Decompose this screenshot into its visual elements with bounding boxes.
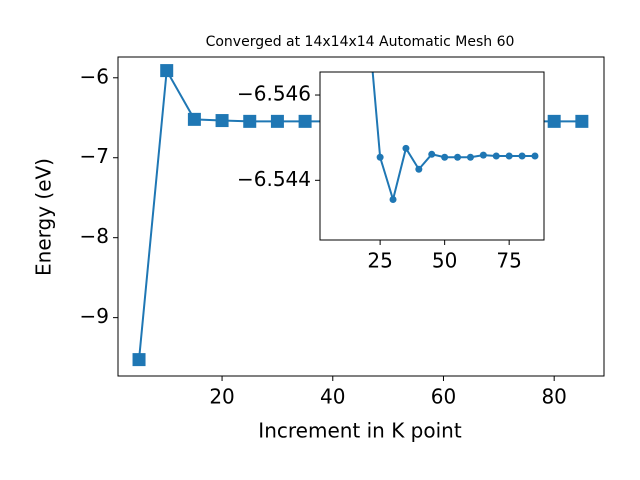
x-tick-label: 80 [541,385,566,409]
marker [454,153,462,161]
marker [415,165,423,173]
x-tick-label: 75 [496,249,521,273]
plot-frame [319,71,545,241]
chart-title: Converged at 14x14x14 Automatic Mesh 60 [206,34,515,50]
y-tick-label: −7 [80,144,109,168]
marker [270,114,284,128]
marker [575,114,589,128]
marker [298,114,312,128]
x-tick-label: 60 [431,385,456,409]
marker [547,114,561,128]
marker [376,153,384,161]
y-tick-label: −6 [80,64,109,88]
marker [402,144,410,152]
marker [428,150,436,158]
marker [479,151,487,159]
y-tick-label: −9 [80,304,109,328]
x-axis-label: Increment in K point [258,419,462,443]
x-tick-label: 20 [209,385,234,409]
y-tick-label: −6.546 [237,82,311,106]
y-tick-label: −8 [80,224,109,248]
marker [389,195,397,203]
y-axis-label: Energy (eV) [32,158,56,276]
x-tick-label: 40 [320,385,345,409]
marker [531,152,539,160]
marker [518,152,526,160]
marker [466,153,474,161]
x-tick-label: 50 [432,249,457,273]
marker [160,64,174,78]
marker [243,114,257,128]
marker [187,112,201,126]
plot-frame [117,56,605,377]
y-tick-label: −6.544 [237,167,311,191]
plot-clip [371,72,539,204]
marker [505,152,513,160]
marker [441,153,449,161]
marker [492,152,500,160]
marker [215,114,229,128]
x-tick-label: 25 [367,249,392,273]
marker [132,353,146,367]
